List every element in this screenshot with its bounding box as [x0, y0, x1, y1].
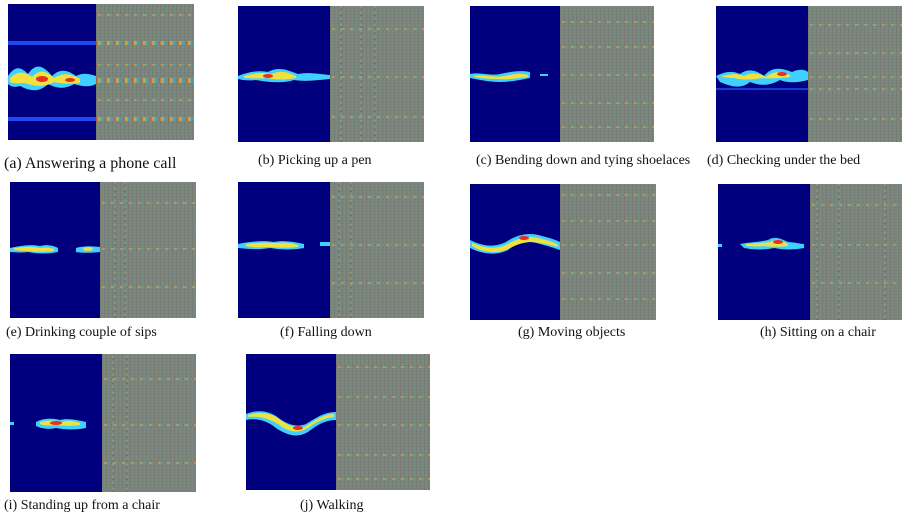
- spectrogram-image-c: [470, 6, 654, 142]
- caption-c: (c) Bending down and tying shoelaces: [476, 153, 691, 168]
- spectrogram-left-f: [238, 182, 330, 318]
- caption-j: (j) Walking: [300, 498, 364, 513]
- caption-i: (i) Standing up from a chair: [4, 498, 160, 513]
- spectrogram-left-a: [8, 4, 96, 140]
- spectrogram-image-a: [8, 4, 194, 140]
- spectrogram-left-e: [10, 182, 100, 318]
- spectrogram-left-j: [246, 354, 336, 490]
- caption-a: (a) Answering a phone call: [4, 155, 177, 172]
- spectrogram-left-b: [238, 6, 330, 142]
- texture-right-j: [336, 354, 430, 490]
- signal-trace-b: [238, 68, 330, 83]
- caption-e: (e) Drinking couple of sips: [6, 325, 157, 340]
- texture-right-h: [810, 184, 902, 320]
- spectrogram-image-j: [246, 354, 430, 490]
- signal-trace-h: [718, 237, 804, 250]
- caption-d: (d) Checking under the bed: [707, 153, 861, 168]
- caption-b: (b) Picking up a pen: [258, 153, 372, 168]
- spectrogram-left-c: [470, 6, 560, 142]
- texture-right-d: [808, 6, 902, 142]
- spectrogram-image-f: [238, 182, 424, 318]
- signal-trace-a: [8, 41, 96, 121]
- spectrogram-image-b: [238, 6, 424, 142]
- spectrogram-image-h: [718, 184, 902, 320]
- texture-right-g: [560, 184, 656, 320]
- spectrogram-image-i: [10, 354, 196, 492]
- spectrogram-left-h: [718, 184, 810, 320]
- signal-trace-i: [10, 418, 86, 430]
- texture-right-i: [102, 354, 196, 492]
- signal-trace-g: [470, 234, 560, 254]
- spectrogram-left-i: [10, 354, 102, 492]
- texture-right-e: [100, 182, 196, 318]
- signal-trace-f: [238, 241, 330, 250]
- signal-trace-d: [716, 68, 808, 90]
- caption-h: (h) Sitting on a chair: [760, 325, 876, 340]
- spectrogram-image-e: [10, 182, 196, 318]
- texture-right-c: [560, 6, 654, 142]
- signal-trace-c: [470, 71, 548, 82]
- signal-trace-j: [246, 411, 336, 436]
- caption-f: (f) Falling down: [280, 325, 372, 340]
- spectrogram-image-d: [716, 6, 902, 142]
- spectrogram-image-g: [470, 184, 656, 320]
- signal-trace-e: [10, 245, 100, 254]
- caption-g: (g) Moving objects: [518, 325, 626, 340]
- texture-right-b: [330, 6, 424, 142]
- spectrogram-left-g: [470, 184, 560, 320]
- texture-right-f: [330, 182, 424, 318]
- spectrogram-left-d: [716, 6, 808, 142]
- texture-right-a: [96, 4, 194, 140]
